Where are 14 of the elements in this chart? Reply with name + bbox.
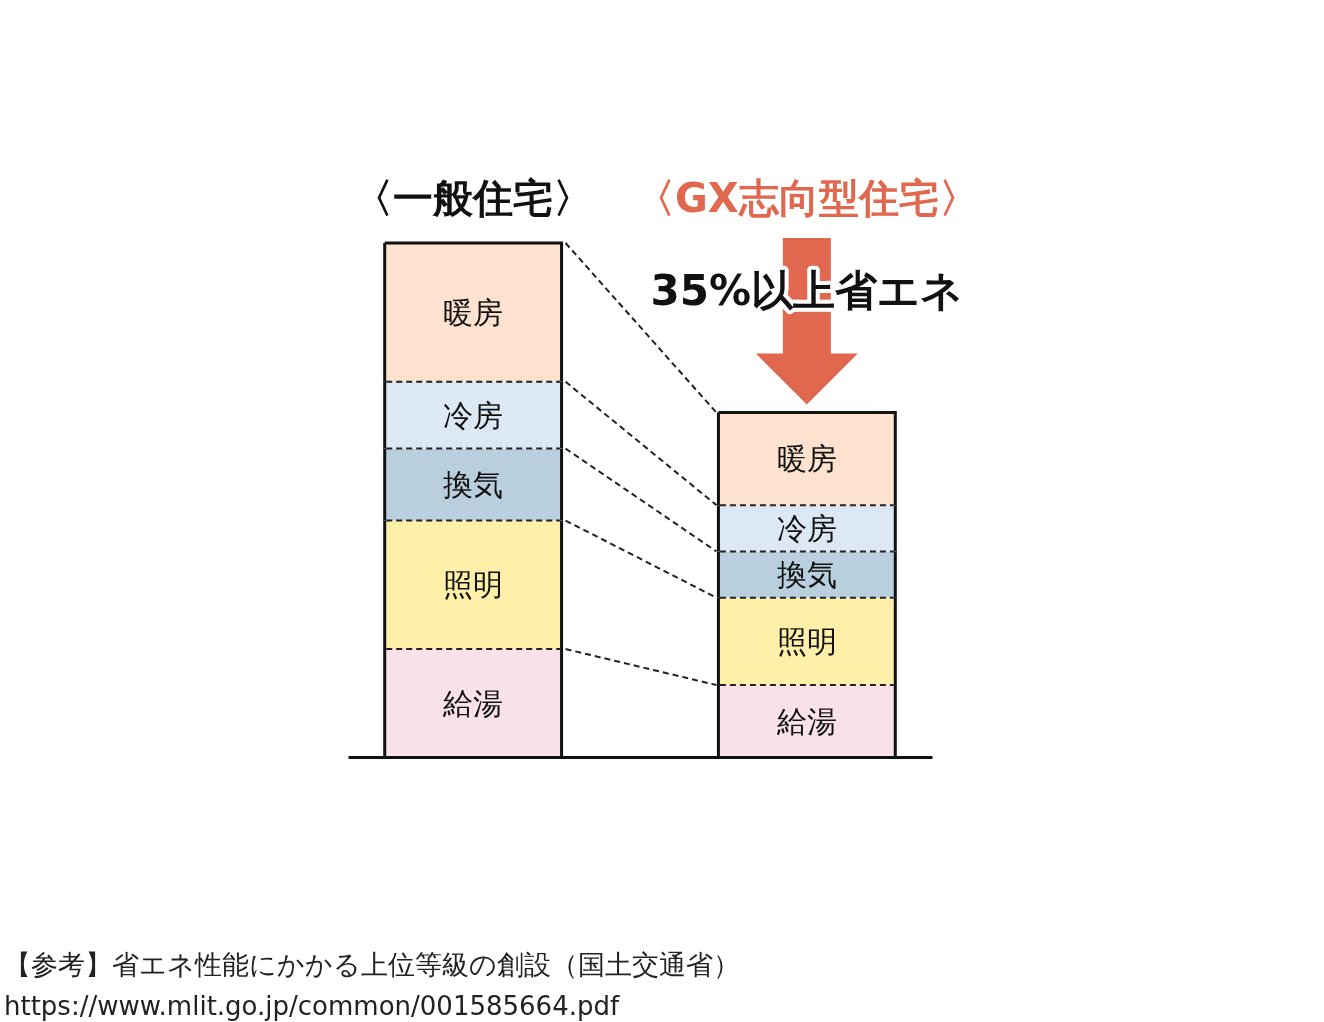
series-label: 暖房 — [776, 441, 837, 477]
text: https://www.mlit.go.jp/common/001585664.pdf — [4, 991, 620, 1021]
series-label: 冷房 — [776, 510, 837, 546]
series-label: 照明 — [776, 623, 837, 659]
text: 暖房 — [443, 294, 504, 330]
text: 冷房 — [443, 397, 504, 433]
x-tick-label: 〈一般住宅〉 — [353, 175, 594, 221]
text: 【参考】省エネ性能にかかる上位等級の創設（国土交通省） — [4, 949, 740, 980]
text: 給湯 — [443, 685, 504, 721]
series-label: 換気 — [776, 557, 837, 593]
series-label: 給湯 — [775, 703, 837, 739]
text: 換気 — [443, 467, 504, 503]
text: 照明 — [443, 567, 504, 603]
x-tick-label: 〈GX志向型住宅〉 — [635, 175, 979, 221]
